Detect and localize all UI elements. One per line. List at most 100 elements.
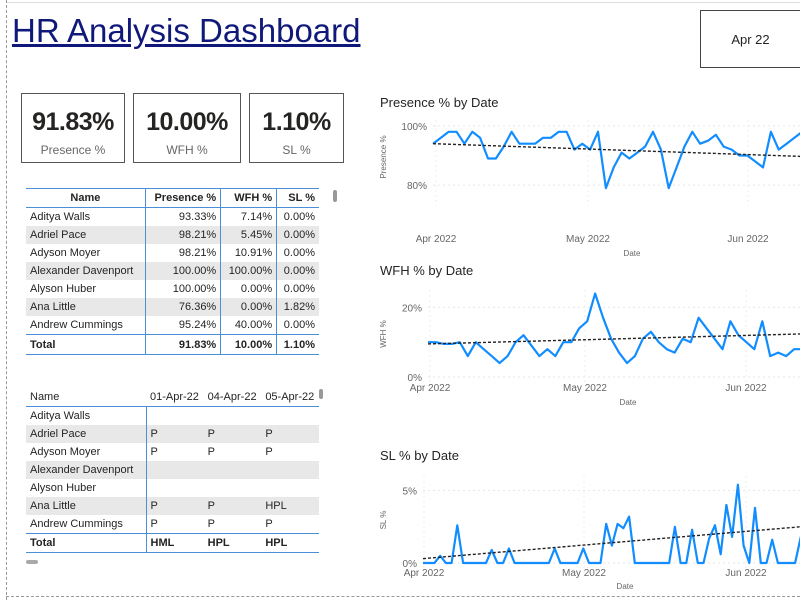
kpi-value: 1.10% — [262, 108, 331, 136]
attendance-matrix: Name 01-Apr-22 04-Apr-22 05-Apr-22 Adity… — [26, 388, 319, 553]
column-header[interactable]: Name — [26, 388, 146, 407]
cell-value: 0.00% — [220, 298, 277, 316]
total-cell: 1.10% — [276, 334, 319, 355]
cell-value: 100.00% — [144, 280, 221, 298]
cell-value: 10.91% — [220, 244, 277, 262]
cell-name: Andrew Cummings — [30, 319, 123, 331]
column-header[interactable]: Presence % — [144, 188, 221, 208]
cell-name: Alexander Davenport — [26, 262, 146, 280]
chart-title-sl: SL % by Date — [380, 448, 460, 463]
kpi-value: 91.83% — [32, 108, 114, 136]
cell-value: 0.00% — [276, 226, 319, 244]
page-title: HR Analysis Dashboard — [12, 12, 361, 49]
cell-status: HPL — [261, 497, 319, 515]
cell-name: Alyson Huber — [26, 479, 147, 497]
cell-status — [261, 407, 319, 426]
cell-name: Alyson Huber — [30, 283, 97, 295]
column-header[interactable]: WFH % — [220, 188, 277, 208]
total-cell: 10.00% — [220, 334, 277, 355]
wfh-line-chart: 0% 20% Apr 2022 May 2022 Jun 2022 Date WFH % — [379, 290, 800, 407]
table-row[interactable]: Alyson Huber 100.00% 0.00% 0.00% — [26, 280, 319, 298]
table-row[interactable]: Adriel Pace P P P — [26, 425, 319, 443]
month-slicer[interactable]: Apr 22 — [700, 10, 800, 68]
column-header[interactable]: Name — [26, 188, 146, 208]
column-header[interactable]: SL % — [276, 188, 319, 208]
total-cell: Total — [26, 334, 146, 355]
y-axis-title: SL % — [379, 511, 388, 530]
slicer-value: Apr 22 — [731, 31, 770, 47]
cell-name: Ana Little — [26, 298, 146, 316]
column-header[interactable]: 04-Apr-22 — [203, 388, 262, 407]
sl-line-chart: 0% 5% Apr 2022 May 2022 Jun 2022 Date SL % — [379, 476, 800, 591]
column-header[interactable]: 05-Apr-22 — [261, 388, 319, 407]
kpi-label: WFH % — [166, 143, 208, 157]
series-line — [432, 130, 800, 190]
cell-value: 95.24% — [144, 316, 221, 335]
cell-value: 40.00% — [220, 316, 277, 335]
total-row: Total HML HPL HPL — [26, 533, 319, 553]
table-row[interactable]: Alexander Davenport — [26, 461, 319, 479]
y-tick-label: 80% — [407, 181, 427, 192]
table-row[interactable]: Alexander Davenport 100.00% 100.00% 0.00% — [26, 262, 319, 280]
cell-value: 100.00% — [144, 262, 221, 280]
x-tick-label: May 2022 — [562, 568, 606, 579]
total-cell: Total — [26, 533, 147, 553]
attendance-scrollbar-vertical[interactable] — [319, 389, 323, 399]
table-header-row: Name 01-Apr-22 04-Apr-22 05-Apr-22 — [26, 388, 319, 407]
table-row[interactable]: Aditya Walls 93.33% 7.14% 0.00% — [26, 207, 319, 226]
x-axis-title: Date — [620, 398, 637, 407]
cell-status: P — [203, 425, 262, 443]
cell-name: Adyson Moyer — [30, 247, 101, 259]
table-row[interactable]: Adyson Moyer P P P — [26, 443, 319, 461]
x-tick-label: Jun 2022 — [727, 234, 769, 245]
y-axis-title: WFH % — [379, 320, 388, 348]
cell-status: P — [207, 518, 215, 530]
cell-status — [146, 461, 204, 479]
chart-title-presence: Presence % by Date — [380, 95, 499, 110]
cell-status: P — [150, 518, 158, 530]
cell-name: Adriel Pace — [26, 226, 146, 244]
cell-status: P — [146, 425, 204, 443]
kpi-value: 10.00% — [146, 108, 228, 136]
table-row[interactable]: Andrew Cummings P P P — [26, 515, 319, 534]
cell-value: 0.00% — [276, 207, 319, 226]
kpi-card-sl: 1.10% SL % — [249, 93, 344, 163]
y-tick-label: 5% — [403, 487, 418, 498]
table-row[interactable]: Adriel Pace 98.21% 5.45% 0.00% — [26, 226, 319, 244]
cell-status — [261, 479, 319, 497]
table-row[interactable]: Alyson Huber — [26, 479, 319, 497]
cell-value: 5.45% — [220, 226, 277, 244]
table-row[interactable]: Aditya Walls — [26, 406, 319, 426]
x-tick-label: Apr 2022 — [410, 383, 451, 394]
table-header-row: Name Presence % WFH % SL % — [26, 188, 319, 208]
cell-value: 0.00% — [276, 262, 319, 280]
cell-status: P — [150, 446, 158, 458]
summary-table-scrollbar[interactable] — [333, 190, 337, 202]
cell-name: Aditya Walls — [30, 211, 91, 223]
cell-name: Adyson Moyer — [26, 443, 147, 461]
table-row[interactable]: Andrew Cummings 95.24% 40.00% 0.00% — [26, 316, 319, 335]
x-tick-label: Apr 2022 — [404, 568, 445, 579]
cell-value: 98.21% — [144, 244, 221, 262]
cell-value: 7.14% — [220, 207, 277, 226]
attendance-scrollbar-horizontal[interactable] — [26, 560, 38, 564]
table-row[interactable]: Ana Little P P HPL — [26, 497, 319, 515]
cell-value: 100.00% — [220, 262, 277, 280]
y-tick-label: 100% — [401, 122, 427, 133]
x-tick-label: Jun 2022 — [725, 568, 767, 579]
chart-title-wfh: WFH % by Date — [380, 263, 474, 278]
table-row[interactable]: Adyson Moyer 98.21% 10.91% 0.00% — [26, 244, 319, 262]
kpi-label: Presence % — [40, 143, 106, 157]
cell-name: Aditya Walls — [26, 406, 147, 425]
series-line — [428, 292, 800, 365]
cell-status — [146, 479, 204, 497]
cell-value: 98.21% — [144, 226, 221, 244]
cell-status — [203, 461, 262, 479]
kpi-label: SL % — [282, 143, 311, 157]
y-tick-label: 0% — [403, 559, 418, 570]
trend-line — [432, 142, 800, 158]
trend-line — [427, 333, 800, 345]
cell-value: 0.00% — [220, 280, 277, 298]
table-row[interactable]: Ana Little 76.36% 0.00% 1.82% — [26, 298, 319, 316]
column-header[interactable]: 01-Apr-22 — [146, 388, 204, 407]
